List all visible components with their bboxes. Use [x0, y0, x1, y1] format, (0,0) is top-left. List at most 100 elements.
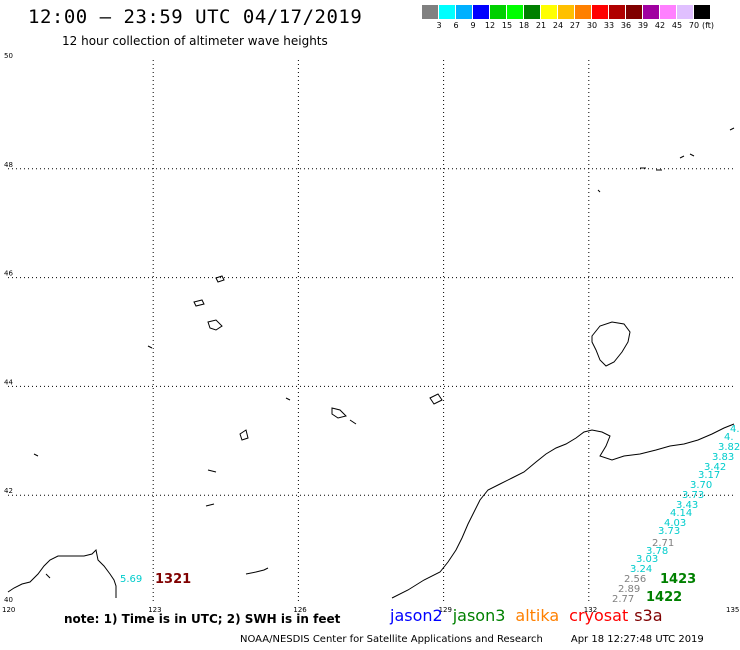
- map-grid: [8, 60, 734, 604]
- wave-height-label: 4.03: [664, 518, 686, 529]
- wave-height-label: 3.78: [646, 546, 668, 557]
- satellite-s3a: s3a: [634, 606, 663, 625]
- chart-title: 12:00 – 23:59 UTC 04/17/2019: [28, 6, 363, 28]
- satellite-legend: jason2 jason3 altika cryosat s3a: [390, 606, 673, 625]
- note-text: note: 1) Time is in UTC; 2) SWH is in fe…: [64, 612, 341, 626]
- footer: NOAA/NESDIS Center for Satellite Applica…: [240, 634, 704, 645]
- wave-height-label: 3.83: [712, 452, 734, 463]
- satellite-jason3: jason3: [452, 606, 506, 625]
- island-20: [729, 127, 735, 131]
- footer-timestamp: Apr 18 12:27:48 UTC 2019: [570, 634, 704, 645]
- satellite-jason2: jason2: [390, 606, 443, 625]
- legend-swatch: [473, 5, 490, 19]
- pass-time-label: 1423: [660, 572, 696, 587]
- wave-height-label: 3.42: [704, 462, 726, 473]
- coastline: [7, 127, 735, 599]
- satellite-cryosat: cryosat: [569, 606, 629, 625]
- island-15: [597, 189, 601, 193]
- island-11: [207, 469, 217, 473]
- wave-height-label: 4.: [730, 424, 740, 435]
- wave-height-label: 2.71: [652, 538, 674, 549]
- lat-tick-label: 42: [4, 487, 13, 495]
- island-2: [193, 299, 205, 307]
- satellite-altika: altika: [515, 606, 560, 625]
- wave-height-label: 3.17: [698, 470, 720, 481]
- island-1: [215, 275, 225, 283]
- wave-height-labels: 5.692.772.892.563.243.033.782.713.734.03…: [120, 424, 740, 605]
- wave-height-label: 4.14: [670, 508, 692, 519]
- footer-credit: NOAA/NESDIS Center for Satellite Applica…: [240, 634, 543, 645]
- island-12: [205, 503, 215, 507]
- tick-labels: 50 48 46 44 42 40 120 123 126 129 132 135: [2, 52, 739, 614]
- legend-swatch: [677, 5, 694, 19]
- pass-time-labels: 1321 1423 1422: [155, 572, 696, 605]
- island-10: [33, 453, 39, 457]
- legend-label: 70: [688, 21, 700, 30]
- lat-tick-label: 48: [4, 161, 13, 169]
- coastline-korea: [7, 548, 117, 598]
- legend-swatch: [507, 5, 524, 19]
- wave-height-label: 3.73: [682, 490, 704, 501]
- pass-time-label: 1422: [646, 590, 682, 605]
- legend-label: 12: [484, 21, 496, 30]
- wave-height-label: 3.73: [658, 526, 680, 537]
- legend-swatch: [626, 5, 643, 19]
- legend-label: 36: [620, 21, 632, 30]
- legend-label: 3: [436, 21, 442, 30]
- lon-tick-label: 126: [293, 606, 307, 614]
- lon-tick-label: 135: [726, 606, 739, 614]
- island-7: [349, 419, 357, 425]
- legend-label: 45: [671, 21, 683, 30]
- lat-tick-label: 46: [4, 270, 13, 278]
- coastline-russia: [391, 423, 735, 599]
- lat-tick-label: 40: [4, 596, 13, 604]
- legend-swatch: [524, 5, 541, 19]
- legend-swatch: [490, 5, 507, 19]
- legend-swatch: [575, 5, 592, 19]
- wave-height-label: 3.43: [676, 500, 698, 511]
- island-19: [689, 153, 695, 157]
- legend-swatch: [609, 5, 626, 19]
- wave-height-label: 2.56: [624, 574, 646, 585]
- color-legend: 3 6 9 12 15 18 21 24 27 30 33 36 39 42 45 70 (ft): [422, 5, 740, 31]
- island-3: [207, 319, 223, 331]
- wave-height-label: 5.69: [120, 574, 142, 585]
- legend-swatch: [558, 5, 575, 19]
- wave-height-label: 3.03: [636, 554, 658, 565]
- legend-swatch: [422, 5, 439, 19]
- wave-height-label: 3.70: [690, 480, 712, 491]
- lat-tick-label: 50: [4, 52, 13, 60]
- legend-label: 39: [637, 21, 649, 30]
- island-hokkaido: [591, 321, 631, 367]
- legend-label: 6: [453, 21, 459, 30]
- legend-label: 30: [586, 21, 598, 30]
- island-18: [679, 155, 685, 159]
- legend-label: 33: [603, 21, 615, 30]
- wave-height-label: 4.: [724, 432, 734, 443]
- legend-swatch: [660, 5, 677, 19]
- legend-label: 21: [535, 21, 547, 30]
- legend-swatch: [592, 5, 609, 19]
- legend-label: 9: [470, 21, 476, 30]
- island-13: [245, 567, 269, 575]
- wave-height-label: 2.77: [612, 594, 634, 605]
- lon-tick-label: 123: [148, 606, 161, 614]
- lon-tick-label: 132: [584, 606, 597, 614]
- pass-time-label: 1321: [155, 572, 191, 587]
- legend-swatch: [541, 5, 558, 19]
- island-9: [239, 429, 249, 441]
- legend-swatch: [456, 5, 473, 19]
- lon-tick-label: 129: [439, 606, 452, 614]
- legend-swatch: [694, 5, 711, 19]
- lon-tick-label: 120: [2, 606, 15, 614]
- wave-height-label: 3.24: [630, 564, 652, 575]
- legend-label: 27: [569, 21, 581, 30]
- legend-label: 42: [654, 21, 666, 30]
- legend-swatch: [439, 5, 456, 19]
- wave-height-label: 3.82: [718, 442, 740, 453]
- chart-subtitle: 12 hour collection of altimeter wave hei…: [62, 34, 328, 48]
- legend-labels: 3 6 9 12 15 18 21 24 27 30 33 36 39 42 45 70 (ft): [422, 19, 740, 31]
- island-4: [147, 345, 153, 349]
- legend-label: 15: [501, 21, 513, 30]
